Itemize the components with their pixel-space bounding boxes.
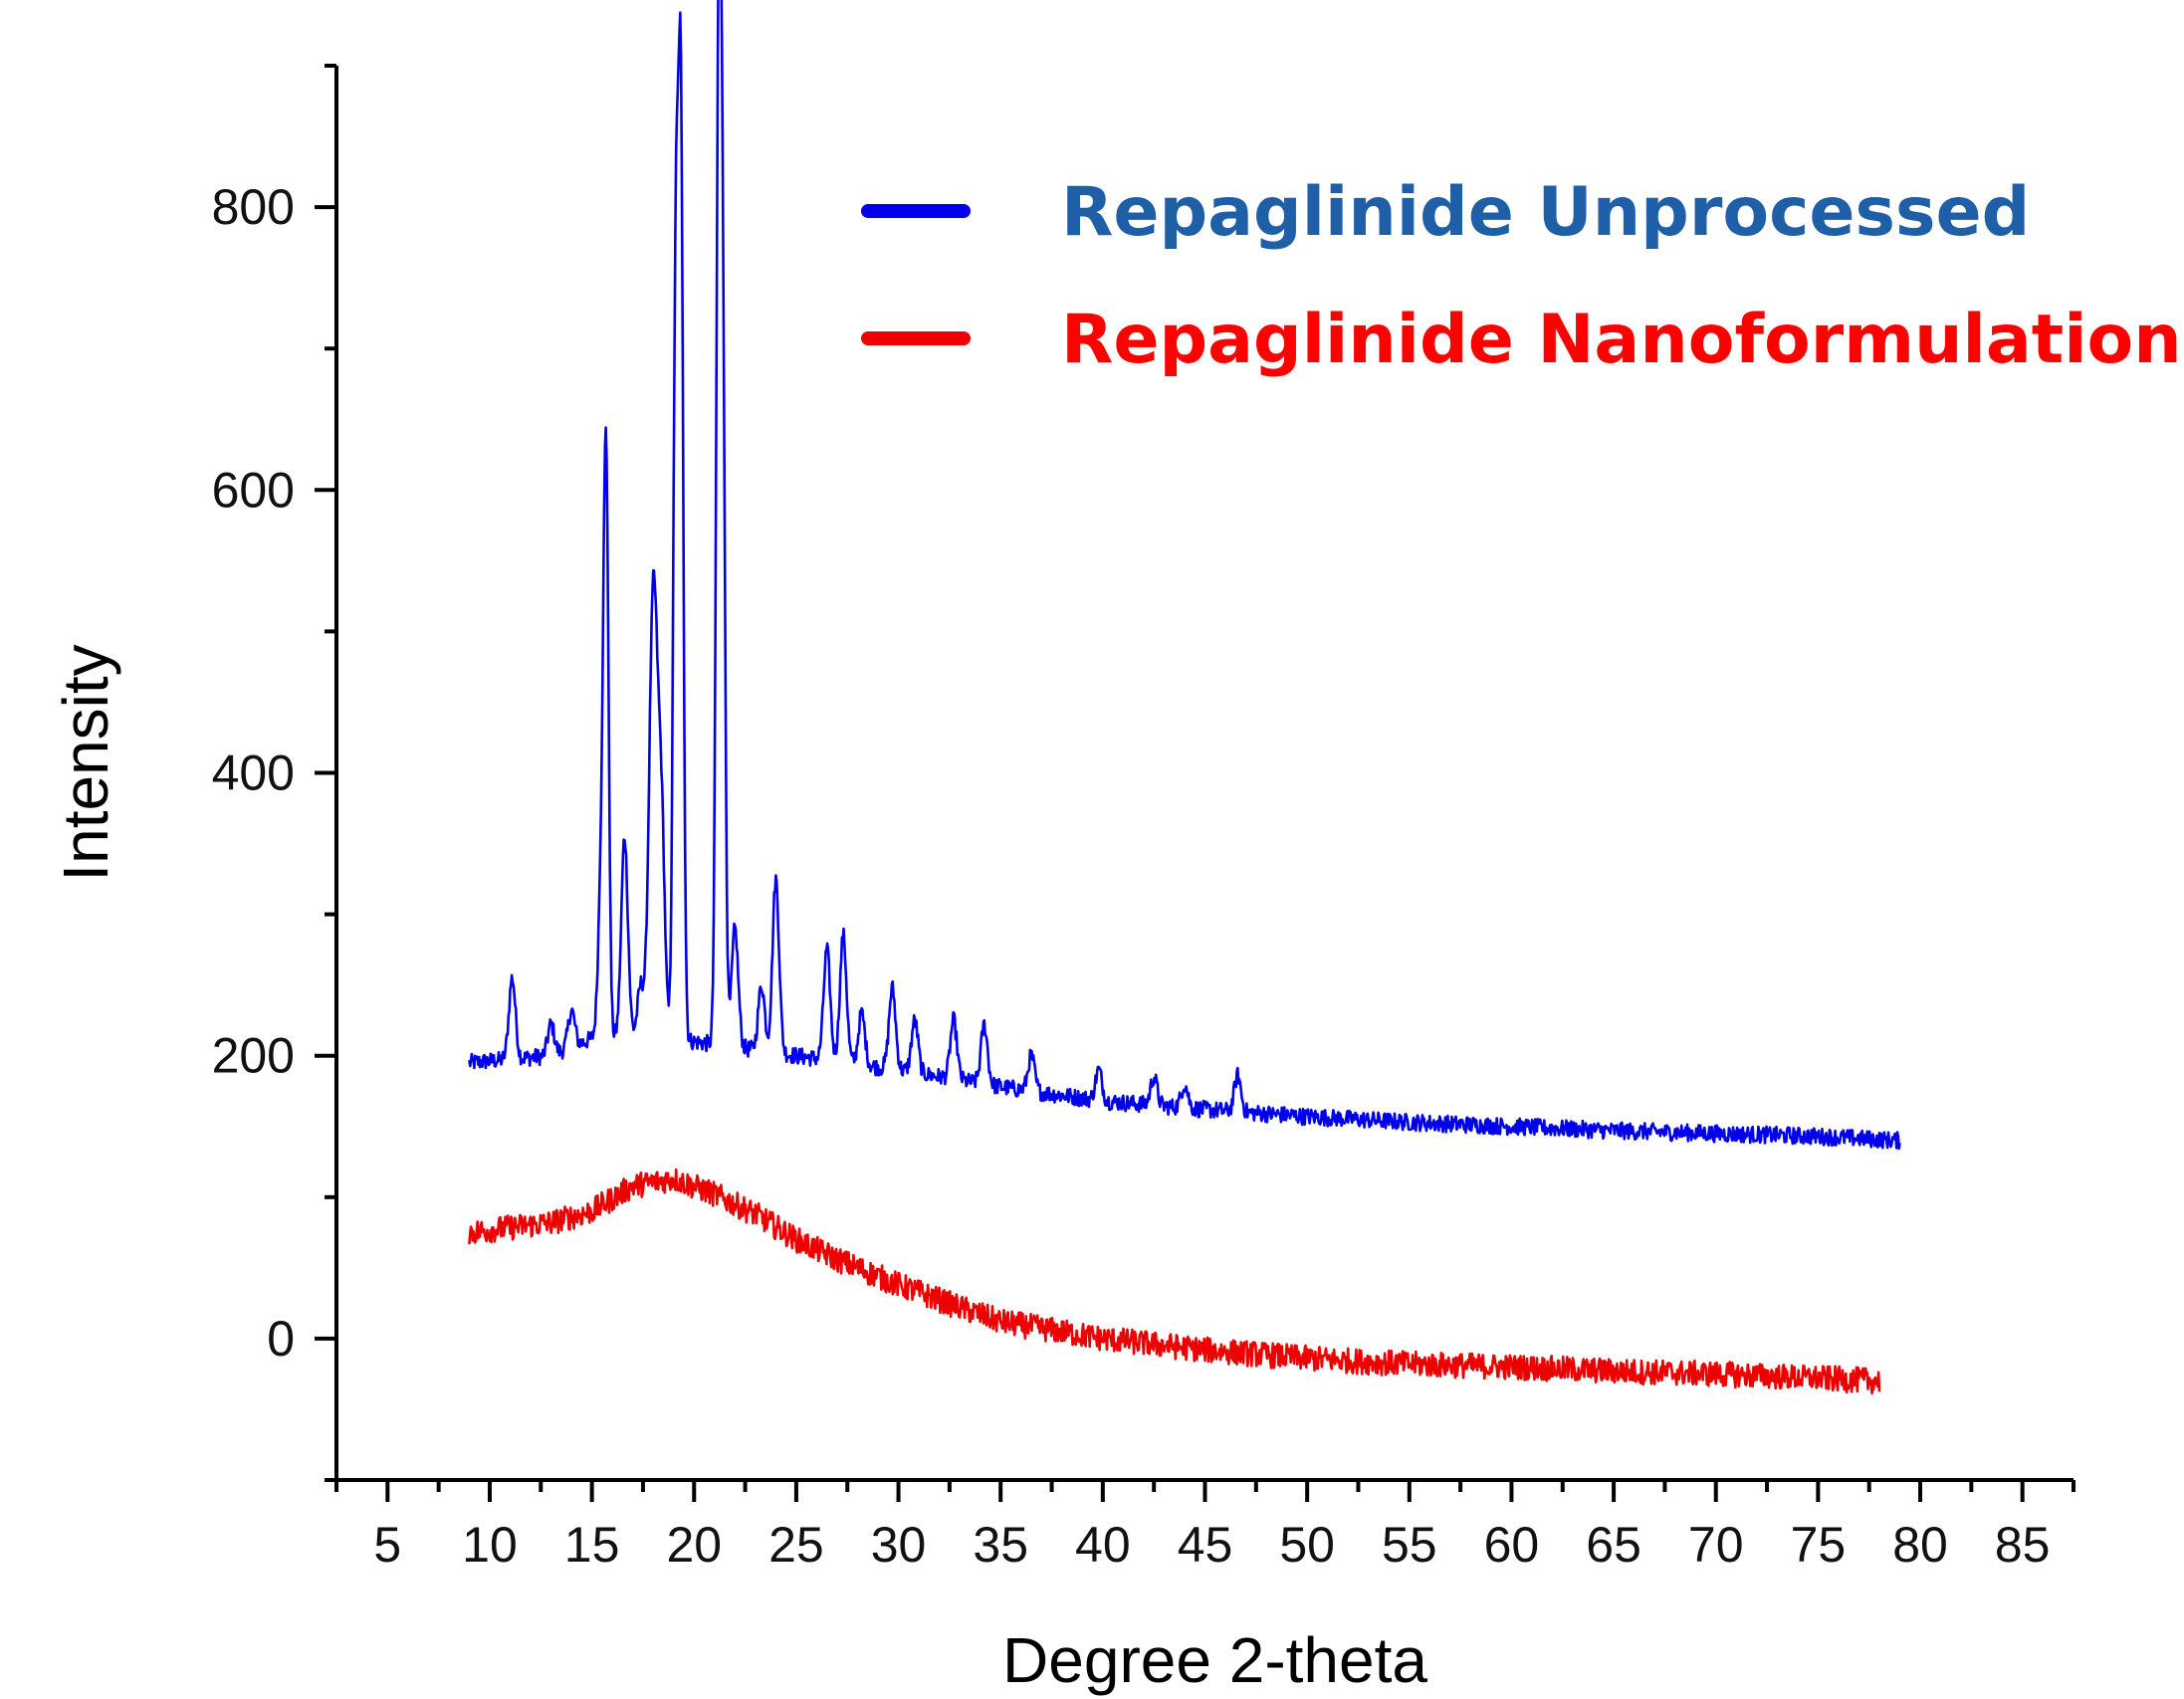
series-line-nanoformulation [468, 1168, 1881, 1395]
x-tick-label: 85 [1995, 1517, 2051, 1573]
y-tick-label: 600 [212, 462, 295, 518]
axes: 5 10 15 20 25 30 35 40 45 50 55 60 65 70 75 80 85 0 200 400… [212, 64, 2075, 1573]
series-layer [468, 0, 1901, 1395]
y-axis-title: Intensity [50, 644, 121, 881]
legend: Repaglinide Unprocessed Repaglinide Nanof… [861, 173, 2182, 379]
x-tick-label: 40 [1075, 1517, 1131, 1573]
x-tick-label: 60 [1484, 1517, 1540, 1573]
x-tick-label: 65 [1586, 1517, 1641, 1573]
x-tick-label: 5 [373, 1517, 401, 1573]
x-tick-label: 25 [768, 1517, 824, 1573]
x-tick-label: 55 [1382, 1517, 1437, 1573]
y-tick-label: 200 [212, 1028, 295, 1084]
x-tick-label: 30 [871, 1517, 927, 1573]
x-tick-label: 45 [1178, 1517, 1233, 1573]
series-line-unprocessed [468, 0, 1901, 1151]
legend-label: Repaglinide Nanoformulation [1061, 301, 2182, 379]
x-tick-label: 70 [1688, 1517, 1744, 1573]
x-tick-label: 80 [1892, 1517, 1948, 1573]
x-tick-label: 15 [564, 1517, 620, 1573]
x-tick-label: 10 [462, 1517, 518, 1573]
x-tick-label: 75 [1791, 1517, 1847, 1573]
y-tick-label: 0 [267, 1311, 295, 1367]
y-tick-label: 400 [212, 745, 295, 801]
x-tick-label: 50 [1279, 1517, 1335, 1573]
x-axis-title: Degree 2-theta [1002, 1624, 1427, 1696]
x-tick-label: 35 [973, 1517, 1028, 1573]
x-tick-label: 20 [666, 1517, 722, 1573]
legend-label: Repaglinide Unprocessed [1061, 173, 2030, 252]
y-tick-label: 800 [212, 179, 295, 235]
